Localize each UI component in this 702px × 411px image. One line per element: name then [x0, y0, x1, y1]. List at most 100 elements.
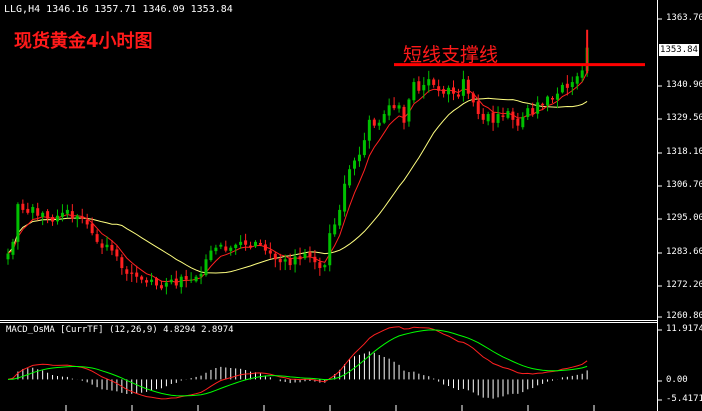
candle-body — [273, 253, 277, 260]
candle-body — [174, 278, 178, 286]
candle-body — [125, 269, 129, 274]
candle-body — [26, 208, 30, 213]
candle — [555, 87, 559, 109]
candle — [273, 251, 277, 268]
candle-body — [476, 101, 480, 115]
candle — [471, 91, 475, 107]
candle — [268, 242, 272, 259]
candle-body — [239, 241, 243, 245]
candle-body — [580, 70, 584, 78]
candle-body — [16, 204, 20, 242]
candle-body — [120, 257, 124, 269]
candle-body — [219, 244, 223, 247]
candle — [85, 213, 89, 229]
candle-body — [155, 278, 158, 286]
candle-body — [392, 105, 396, 109]
candle — [263, 239, 267, 255]
candle-body — [75, 215, 79, 220]
candle — [140, 275, 144, 284]
candle — [323, 263, 327, 272]
price-tick: 1283.60 — [666, 247, 702, 257]
candle — [372, 117, 376, 129]
candle-body — [565, 83, 569, 88]
current-price-box: 1353.84 — [659, 44, 699, 56]
candle-body — [551, 97, 554, 100]
candle — [417, 76, 421, 94]
candle-body — [387, 105, 391, 116]
candle — [56, 209, 59, 225]
candle — [531, 102, 535, 117]
candle — [130, 264, 134, 282]
slow-ma-line — [7, 97, 588, 274]
candle-body — [570, 82, 574, 87]
candle-body — [377, 122, 381, 126]
candle-body — [199, 273, 203, 277]
candle-body — [466, 79, 470, 94]
price-tick: 1306.70 — [666, 180, 702, 190]
chart-title: 现货黄金4小时图 — [14, 31, 153, 52]
candle-body — [298, 256, 302, 260]
candle — [338, 204, 342, 230]
moving-average-fast — [7, 71, 588, 283]
price-tick: 1329.50 — [666, 113, 702, 123]
candle — [565, 75, 569, 96]
candle — [526, 104, 530, 120]
candle — [90, 217, 94, 236]
candle — [377, 119, 381, 130]
candle — [283, 254, 287, 271]
candle-body — [110, 244, 114, 251]
candle-body — [541, 103, 545, 106]
candle — [179, 274, 183, 294]
candle — [214, 244, 218, 255]
candle-body — [145, 280, 149, 283]
candle-body — [481, 113, 485, 120]
candle — [75, 213, 79, 228]
candle-body — [333, 224, 337, 235]
candle-body — [313, 256, 317, 263]
candle-body — [115, 249, 119, 257]
candle — [387, 98, 391, 121]
candle-body — [258, 242, 262, 245]
candle — [313, 249, 317, 270]
candle — [26, 202, 30, 215]
candle — [70, 204, 74, 223]
candle — [46, 209, 50, 224]
candle — [298, 247, 302, 266]
candle — [199, 266, 203, 285]
candle — [209, 245, 213, 262]
candle-body — [382, 114, 386, 123]
candle — [51, 214, 55, 226]
candle-body — [531, 108, 535, 115]
candle-body — [184, 276, 188, 280]
candle-body — [437, 86, 441, 91]
candle — [31, 204, 35, 220]
candle-body — [80, 216, 84, 219]
candle — [521, 112, 525, 130]
candle-body — [348, 169, 352, 186]
axis-tick-marks — [65, 18, 662, 411]
candle — [125, 266, 129, 281]
macd-histogram — [12, 351, 588, 399]
candle-body — [169, 279, 173, 283]
price-tick: 1340.90 — [666, 80, 702, 90]
candle — [318, 257, 322, 276]
candle — [239, 235, 243, 249]
support-line-label: 短线支撑线 — [403, 44, 499, 66]
candle-body — [353, 160, 356, 169]
candle — [427, 70, 431, 93]
candle-body — [65, 209, 69, 214]
candle-body — [204, 259, 208, 276]
candle-body — [575, 76, 579, 84]
candle — [447, 85, 451, 103]
candle — [169, 274, 173, 285]
candle-body — [303, 253, 307, 259]
symbol-info: LLG,H4 1346.16 1357.71 1346.09 1353.84 — [4, 4, 233, 15]
candle — [546, 95, 550, 112]
candle-body — [357, 154, 361, 162]
candle — [150, 272, 154, 286]
candle — [412, 78, 416, 104]
candle — [397, 102, 401, 113]
candle — [575, 72, 579, 90]
candle-body — [100, 243, 104, 248]
